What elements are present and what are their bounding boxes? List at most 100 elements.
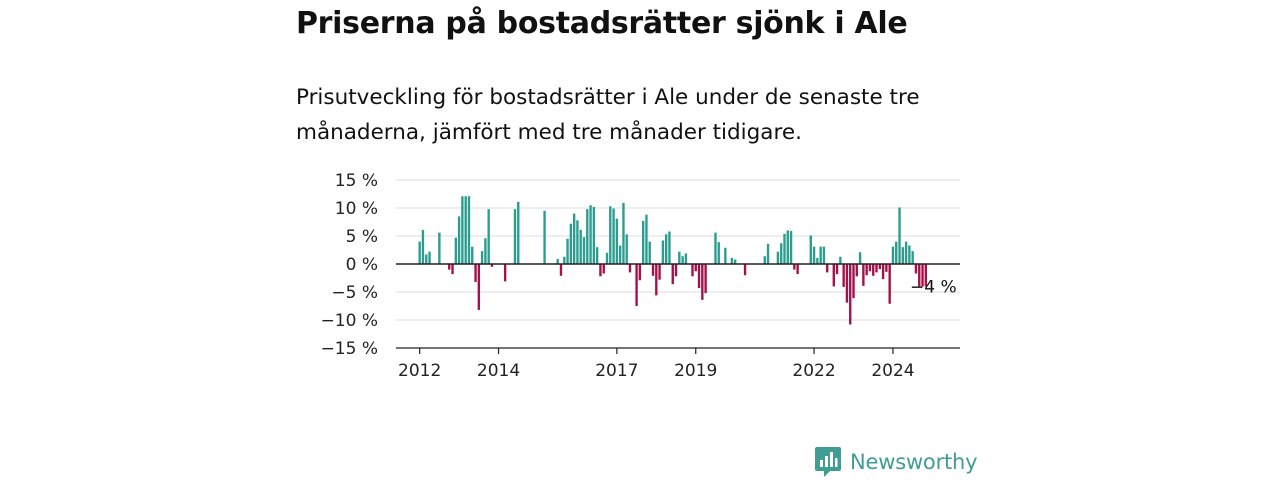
bar: [839, 256, 842, 264]
bar: [559, 264, 563, 276]
bar: [454, 237, 458, 264]
bar: [780, 243, 783, 264]
bar: [490, 264, 494, 267]
newsworthy-logo-icon: [815, 447, 841, 477]
bar: [438, 232, 441, 264]
bar: [668, 231, 671, 264]
bar: [579, 229, 582, 264]
bar: [563, 256, 566, 264]
bar: [812, 246, 816, 264]
y-tick-label: 15 %: [335, 171, 378, 191]
bar: [664, 234, 668, 264]
chart-axes: [396, 263, 960, 354]
bar: [875, 264, 878, 273]
bar: [658, 264, 661, 280]
bar: [572, 213, 576, 264]
bar: [582, 237, 586, 264]
bar: [766, 243, 770, 264]
bar: [543, 210, 546, 264]
bar: [822, 246, 826, 264]
bar: [595, 247, 599, 264]
bar: [783, 233, 786, 264]
bar: [898, 207, 901, 264]
bar: [671, 264, 674, 285]
bar: [835, 264, 839, 275]
bar: [638, 264, 642, 281]
bar: [513, 209, 517, 264]
bar: [904, 241, 908, 264]
bar: [888, 264, 891, 304]
bar: [697, 264, 701, 289]
y-axis-labels: 15 % 10 % 5 % 0 % −5 % −10 % −15 %: [321, 171, 378, 359]
bar: [421, 229, 425, 264]
price-change-bar-chart: 15 %10 %5 %0 %−5 %−10 %−15 % 2012 2014 201…: [321, 171, 960, 381]
bar: [684, 253, 688, 264]
bar: [891, 246, 895, 264]
x-axis-labels: 2012 2014 2017 2019 2022 2024: [398, 361, 915, 381]
bar: [418, 241, 421, 264]
bar: [635, 264, 638, 306]
bar: [517, 201, 520, 264]
y-tick-label: −10 %: [321, 311, 378, 331]
bar: [881, 264, 885, 280]
bar: [789, 230, 793, 264]
bar: [895, 241, 898, 264]
newsworthy-brand: Newsworthy: [815, 447, 978, 477]
bar: [793, 264, 796, 270]
x-tick-label: 2022: [792, 361, 835, 381]
bar: [914, 264, 918, 274]
bar: [865, 264, 868, 276]
bar: [586, 209, 589, 264]
bar: [618, 245, 622, 264]
bar: [464, 196, 467, 264]
bar: [908, 245, 911, 264]
bar: [678, 251, 681, 264]
bar: [730, 257, 734, 264]
bar: [625, 234, 628, 264]
x-tick-label: 2019: [674, 361, 717, 381]
bar: [743, 264, 747, 276]
bar: [819, 246, 822, 264]
bar: [448, 264, 451, 270]
bar: [849, 264, 852, 325]
x-tick-label: 2017: [595, 361, 638, 381]
bar: [428, 251, 431, 264]
bar: [901, 247, 904, 264]
bar: [592, 206, 596, 264]
y-tick-label: 0 %: [346, 255, 378, 275]
bar: [457, 216, 461, 264]
bar: [602, 264, 605, 274]
bar: [845, 264, 849, 303]
bar: [651, 264, 655, 276]
bar: [661, 240, 665, 264]
bar: [480, 251, 484, 264]
bar: [704, 264, 707, 294]
chart-annotations: −4 %: [910, 277, 957, 297]
x-tick-label: 2014: [477, 361, 520, 381]
bar: [924, 264, 927, 287]
last-value-label: −4 %: [910, 277, 957, 297]
bar: [681, 256, 684, 264]
bar: [609, 206, 612, 264]
y-tick-label: −15 %: [321, 339, 378, 359]
y-tick-label: 5 %: [346, 227, 378, 247]
bar: [556, 258, 559, 264]
bar: [714, 232, 717, 264]
page-subtitle: Prisutveckling för bostadsrätter i Ale u…: [296, 85, 920, 145]
bar: [477, 264, 481, 310]
bar: [878, 264, 881, 270]
bar: [858, 252, 862, 264]
bar: [776, 251, 780, 264]
bar: [872, 264, 875, 276]
bar: [826, 264, 829, 273]
bar: [471, 246, 474, 264]
bar: [474, 264, 477, 282]
bar: [487, 209, 490, 264]
bar: [674, 264, 678, 277]
bar: [816, 257, 819, 264]
bar: [763, 256, 766, 264]
bar: [832, 264, 835, 287]
bar: [717, 242, 720, 264]
bar: [641, 220, 645, 264]
bar: [589, 205, 592, 264]
